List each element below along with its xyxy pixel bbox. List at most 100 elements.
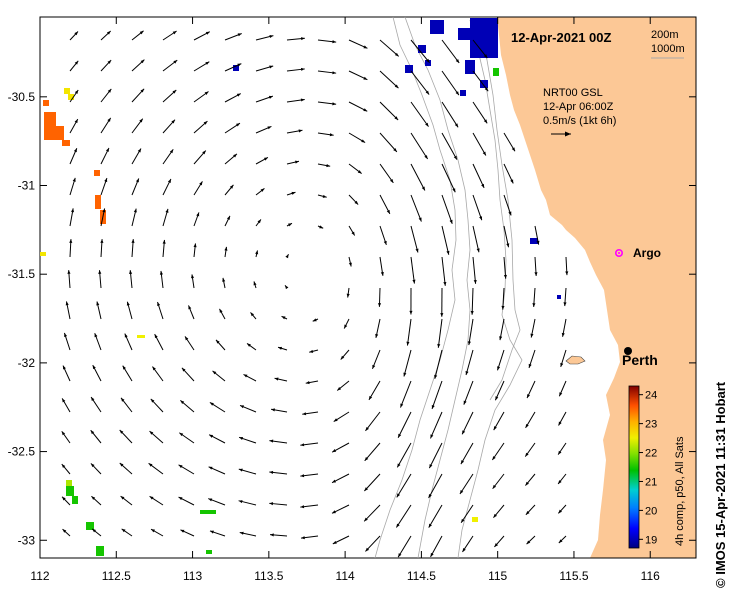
current-arrow bbox=[162, 239, 166, 258]
current-arrow bbox=[193, 91, 209, 103]
current-arrow-head bbox=[181, 367, 186, 372]
current-arrow-head bbox=[107, 88, 112, 93]
current-arrow-head bbox=[263, 157, 268, 161]
sst-pixels bbox=[40, 18, 561, 556]
current-arrow-head bbox=[149, 431, 154, 435]
current-arrow bbox=[467, 318, 474, 346]
current-arrow-shaft bbox=[379, 70, 399, 89]
current-arrow-head bbox=[300, 505, 305, 509]
current-arrow bbox=[212, 370, 226, 382]
current-arrow-head bbox=[105, 147, 109, 152]
current-arrow-head bbox=[332, 540, 337, 544]
perth-label: Perth bbox=[622, 352, 658, 368]
current-arrow-head bbox=[563, 302, 567, 307]
current-arrow-head bbox=[443, 281, 447, 286]
current-arrow-head bbox=[332, 71, 337, 75]
current-arrow-shaft bbox=[465, 349, 474, 376]
current-arrow-shaft bbox=[472, 70, 489, 92]
current-arrow bbox=[162, 149, 174, 165]
sst-patch bbox=[200, 510, 216, 514]
current-arrow-shaft bbox=[441, 70, 460, 96]
current-arrow bbox=[410, 39, 430, 63]
current-arrow-head bbox=[363, 76, 368, 80]
current-arrow-head bbox=[139, 30, 144, 35]
current-arrow-shaft bbox=[434, 349, 443, 379]
current-arrow bbox=[122, 365, 133, 382]
current-arrow-head bbox=[74, 60, 79, 65]
sst-patch bbox=[43, 100, 49, 106]
current-arrow-head bbox=[69, 239, 73, 243]
current-arrow bbox=[375, 318, 381, 338]
current-arrow bbox=[238, 500, 257, 506]
colorbar-tick-label: 22 bbox=[645, 448, 657, 460]
current-arrow-head bbox=[453, 155, 457, 160]
current-legend-arrow bbox=[551, 131, 571, 137]
current-arrow bbox=[208, 434, 226, 444]
current-arrow-shaft bbox=[397, 535, 412, 558]
current-arrow-head bbox=[70, 208, 75, 213]
current-arrow bbox=[131, 148, 142, 165]
current-arrow-head bbox=[558, 480, 562, 484]
x-tick-label: 114.5 bbox=[407, 569, 436, 583]
current-arrow bbox=[193, 212, 200, 227]
current-arrow-head bbox=[534, 272, 538, 276]
x-tick: 116 bbox=[641, 17, 660, 583]
current-arrow bbox=[90, 463, 102, 475]
current-arrow-head bbox=[119, 429, 124, 434]
y-tick-label: -33 bbox=[18, 533, 36, 547]
current-arrow bbox=[395, 504, 412, 528]
current-arrow-head bbox=[418, 217, 422, 222]
current-arrow bbox=[255, 188, 265, 196]
current-arrow bbox=[397, 411, 412, 438]
current-arrow bbox=[131, 208, 137, 227]
current-vectors bbox=[61, 30, 569, 558]
current-arrow bbox=[499, 318, 505, 341]
current-arrow-head bbox=[202, 150, 206, 155]
sst-patch bbox=[472, 517, 478, 522]
current-arrow bbox=[100, 147, 110, 165]
current-arrow bbox=[129, 270, 133, 289]
current-arrow-head bbox=[346, 293, 350, 298]
current-arrow-shaft bbox=[441, 225, 450, 255]
current-arrow bbox=[67, 270, 71, 289]
current-arrow-head bbox=[312, 318, 317, 322]
current-arrow-head bbox=[332, 479, 337, 483]
current-arrow-head bbox=[386, 209, 390, 214]
current-arrow-head bbox=[165, 208, 169, 213]
colorbar-gradient bbox=[628, 385, 640, 549]
plot-frame bbox=[39, 16, 697, 559]
bathy-contour-3 bbox=[479, 29, 521, 401]
current-arrow-head bbox=[154, 334, 158, 339]
current-arrow-head bbox=[91, 397, 95, 401]
current-arrow-head bbox=[65, 301, 69, 306]
current-arrow-head bbox=[285, 254, 289, 259]
current-arrow bbox=[525, 411, 536, 429]
current-arrow-shaft bbox=[468, 318, 474, 346]
current-arrow bbox=[162, 59, 178, 72]
current-arrow-head bbox=[106, 31, 111, 35]
current-arrow bbox=[440, 287, 444, 317]
y-tick: -32 bbox=[18, 356, 696, 370]
current-arrow bbox=[162, 178, 172, 196]
current-arrow bbox=[400, 380, 412, 408]
current-arrow-head bbox=[396, 523, 400, 528]
current-arrow bbox=[364, 473, 381, 492]
current-arrow bbox=[96, 301, 102, 320]
current-arrow bbox=[348, 225, 356, 236]
current-arrow-head bbox=[268, 95, 273, 99]
x-tick: 115 bbox=[488, 17, 508, 583]
current-arrow-head bbox=[431, 404, 435, 409]
bathymetry-contours bbox=[374, 16, 523, 559]
current-arrow-head bbox=[332, 449, 337, 453]
current-arrow bbox=[441, 101, 459, 128]
y-tick-label: -31 bbox=[18, 179, 36, 193]
current-arrow bbox=[465, 349, 474, 376]
current-arrow-head bbox=[173, 60, 178, 64]
current-arrow bbox=[493, 411, 505, 431]
current-arrow-head bbox=[510, 179, 514, 184]
current-arrow-head bbox=[558, 539, 563, 544]
current-arrow-head bbox=[558, 509, 563, 514]
current-arrow-head bbox=[107, 60, 112, 64]
sst-patch bbox=[460, 90, 466, 96]
current-arrow-head bbox=[559, 392, 563, 397]
